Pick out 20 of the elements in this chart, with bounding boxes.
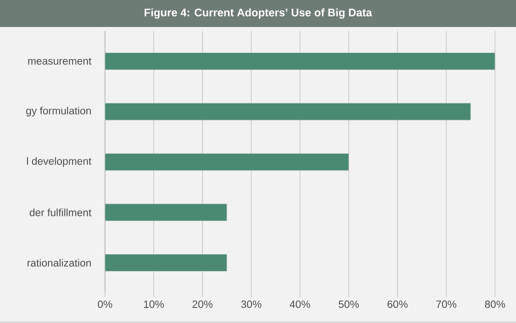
- y-tick-label: l development: [27, 157, 92, 167]
- y-tick-label: der fulfillment: [30, 208, 92, 216]
- x-tick-label: 70%: [436, 300, 456, 308]
- x-tick-label: 20%: [192, 300, 213, 308]
- y-tick-label: gy formulation: [26, 106, 91, 116]
- x-tick-label: 10%: [144, 300, 164, 308]
- x-tick-label: 40%: [290, 300, 310, 308]
- bar: [104, 204, 228, 222]
- x-tick-label: 30%: [241, 300, 262, 308]
- chart-title: Figure 4: Current Adopters’ Use of Big Data: [144, 8, 372, 19]
- x-tick-label: 0%: [98, 300, 112, 308]
- bar: [104, 102, 471, 120]
- x-tick-label: 50%: [338, 300, 359, 308]
- x-tick-label: 60%: [388, 300, 408, 308]
- bar: [104, 153, 349, 171]
- x-tick-label: 80%: [484, 300, 506, 308]
- bar: [104, 254, 228, 272]
- y-tick-label: measurement: [28, 58, 92, 65]
- y-tick-label: rationalization: [28, 258, 91, 267]
- bar: [104, 52, 496, 70]
